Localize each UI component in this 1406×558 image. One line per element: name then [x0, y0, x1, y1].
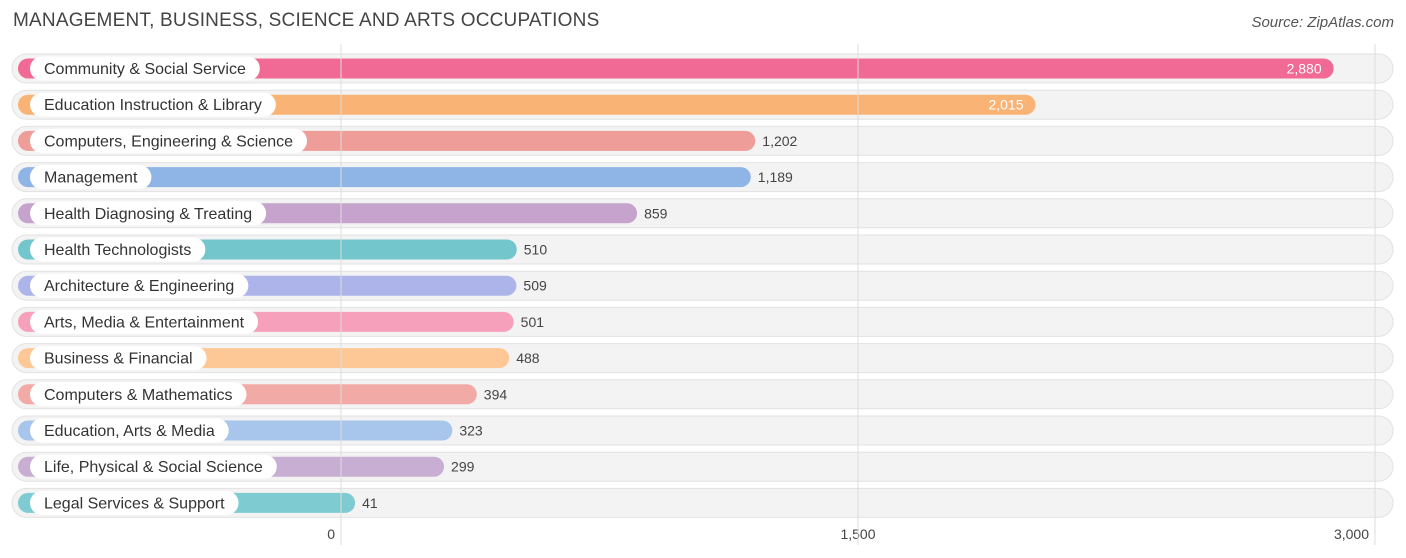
bar: [18, 58, 1334, 79]
value-label: 509: [523, 278, 547, 294]
chart-title: MANAGEMENT, BUSINESS, SCIENCE AND ARTS O…: [13, 10, 600, 31]
x-axis-ticks: 0 1,500 3,000: [327, 526, 1369, 542]
bar-row: Arts, Media & Entertainment 501: [18, 309, 545, 334]
value-label: 488: [516, 350, 540, 366]
category-label: Community & Social Service: [44, 61, 246, 78]
category-label-pill: [30, 490, 239, 515]
category-label-pill: [30, 309, 259, 334]
chart-rows: Community & Social Service 2,880 Education…: [11, 53, 1394, 518]
value-label: 394: [484, 386, 508, 402]
value-label: 510: [524, 242, 548, 258]
value-label: 501: [521, 314, 545, 330]
bar-row: Legal Services & Support 41: [18, 490, 378, 515]
category-label: Management: [44, 170, 138, 187]
grid-lines: [340, 44, 1376, 545]
value-label: 2,880: [1287, 61, 1322, 77]
category-label-pill: [30, 382, 247, 407]
value-label: 1,189: [758, 169, 793, 185]
bar-row: Education Instruction & Library 2,015: [18, 92, 1036, 117]
category-label: Arts, Media & Entertainment: [44, 314, 245, 331]
x-tick-label: 0: [327, 526, 335, 542]
category-label-pill: [30, 273, 249, 298]
bar-row: Computers, Engineering & Science 1,202: [18, 128, 798, 153]
value-label: 323: [459, 423, 483, 439]
bar-row: Architecture & Engineering 509: [18, 273, 547, 298]
category-label: Computers & Mathematics: [44, 387, 233, 404]
category-label-pill: [30, 346, 207, 371]
value-label: 2,015: [988, 97, 1023, 113]
bar: [18, 167, 751, 188]
value-label: 859: [644, 205, 668, 221]
bar-row: Health Diagnosing & Treating 859: [18, 201, 668, 226]
value-label: 1,202: [762, 133, 797, 149]
value-label: 41: [362, 495, 378, 511]
category-label-pill: [30, 237, 206, 262]
bar-row: Community & Social Service 2,880: [18, 56, 1334, 81]
category-label-pill: [30, 128, 308, 153]
category-label: Education Instruction & Library: [44, 97, 262, 114]
category-label: Legal Services & Support: [44, 495, 225, 512]
bar-row: Education, Arts & Media 323: [18, 418, 483, 443]
category-label: Health Technologists: [44, 242, 191, 259]
category-label-pill: [30, 56, 260, 81]
bar-row: Business & Financial 488: [18, 346, 540, 371]
category-label: Architecture & Engineering: [44, 278, 234, 295]
bar-row: Computers & Mathematics 394: [18, 382, 508, 407]
category-label: Life, Physical & Social Science: [44, 459, 263, 476]
category-label-pill: [30, 418, 229, 443]
bar-row: Life, Physical & Social Science 299: [18, 454, 475, 479]
category-label: Business & Financial: [44, 351, 193, 368]
category-label-pill: [30, 201, 267, 226]
source-label: Source: ZipAtlas.com: [1251, 14, 1394, 31]
category-label: Computers, Engineering & Science: [44, 133, 293, 150]
category-label-pill: [30, 92, 276, 117]
row-track: [11, 487, 1394, 518]
category-label-pill: [30, 165, 152, 190]
bar-row: Management 1,189: [18, 165, 793, 190]
category-label-pill: [30, 454, 277, 479]
value-label: 299: [451, 459, 475, 475]
x-tick-label: 3,000: [1334, 526, 1369, 542]
bar-row: Health Technologists 510: [18, 237, 548, 262]
category-label: Education, Arts & Media: [44, 423, 215, 440]
category-label: Health Diagnosing & Treating: [44, 206, 252, 223]
